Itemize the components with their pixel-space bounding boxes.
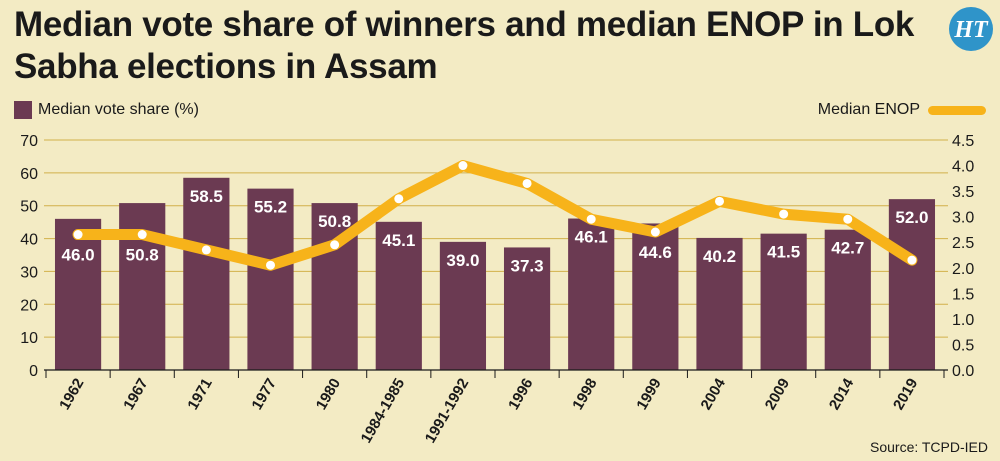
bar	[696, 237, 743, 370]
y-tick-right-label: 3.0	[952, 210, 974, 227]
x-category-label: 2009	[762, 376, 793, 413]
bar-value-label: 58.5	[190, 187, 223, 206]
legend-line-swatch	[928, 105, 986, 115]
bar-value-label: 50.8	[318, 212, 351, 231]
bar-value-label: 39.0	[446, 251, 479, 270]
bar	[183, 177, 230, 370]
enop-marker	[201, 245, 211, 255]
bar-value-label: 45.1	[382, 231, 415, 250]
legend-vote-share: Median vote share (%)	[14, 101, 199, 119]
bar	[760, 233, 807, 370]
bar-value-label: 46.1	[575, 228, 608, 247]
y-tick-left-label: 10	[20, 330, 38, 347]
legend-vote-share-label: Median vote share (%)	[38, 101, 199, 118]
y-tick-left-label: 50	[20, 199, 38, 216]
bar	[632, 223, 679, 370]
y-tick-right-label: 2.0	[952, 261, 974, 278]
bar	[503, 247, 551, 370]
x-category-label: 1984-1985	[358, 376, 409, 447]
x-category-label: 1998	[569, 376, 600, 413]
source-note: Source: TCPD-IED	[870, 439, 988, 455]
enop-marker	[522, 178, 532, 188]
x-category-label: 1999	[633, 376, 664, 413]
bar-value-label: 40.2	[703, 247, 736, 266]
y-tick-left-label: 40	[20, 232, 38, 249]
enop-marker	[586, 214, 596, 224]
bar	[54, 218, 102, 370]
x-category-label: 1977	[249, 376, 280, 413]
bar-value-label: 50.8	[126, 246, 159, 265]
ht-logo: HT	[949, 7, 993, 51]
y-tick-right-label: 3.5	[952, 184, 974, 201]
enop-marker	[907, 255, 917, 265]
bar-value-label: 46.0	[62, 246, 95, 265]
bar-value-label: 42.7	[831, 239, 864, 258]
y-tick-right-label: 4.5	[952, 133, 974, 150]
x-category-label: 2004	[698, 375, 730, 413]
y-tick-right-label: 0.0	[952, 363, 974, 380]
bar-value-label: 41.5	[767, 243, 800, 262]
x-category-label: 1980	[313, 376, 344, 413]
y-tick-left-label: 0	[29, 363, 38, 380]
enop-marker	[715, 196, 724, 206]
x-category-label: 1991-1992	[422, 376, 473, 447]
enop-marker	[330, 240, 340, 250]
enop-marker	[843, 214, 853, 224]
enop-marker	[394, 194, 404, 204]
enop-line	[72, 160, 918, 271]
logo-text: HT	[953, 17, 989, 43]
enop-marker	[650, 227, 660, 237]
x-category-label: 1962	[56, 376, 87, 413]
y-tick-left-label: 30	[20, 264, 38, 281]
x-category-label: 1967	[120, 376, 151, 413]
legend-enop: Median ENOP	[818, 101, 986, 119]
bar	[119, 203, 166, 370]
bar-value-label: 44.6	[639, 243, 672, 262]
x-category-label: 1996	[505, 376, 536, 413]
y-tick-left-label: 60	[20, 166, 38, 183]
legend-enop-label: Median ENOP	[817, 101, 920, 118]
y-tick-left-label: 20	[20, 297, 38, 314]
legend-bar-swatch	[14, 101, 32, 119]
y-tick-right-label: 4.0	[952, 159, 974, 176]
bar-value-label: 55.2	[254, 198, 287, 217]
chart-title: Median vote share of winners and median …	[14, 5, 915, 86]
y-tick-right-label: 1.0	[952, 312, 974, 329]
bar-value-label: 52.0	[895, 208, 928, 227]
bar	[375, 221, 422, 370]
enop-marker	[137, 230, 147, 240]
enop-marker	[458, 161, 468, 171]
y-tick-right-label: 1.5	[952, 286, 974, 303]
bar	[568, 218, 615, 370]
bar-value-label: 37.3	[511, 256, 544, 275]
x-category-label: 1971	[184, 376, 215, 413]
x-category-label: 2014	[826, 375, 858, 413]
bar	[439, 241, 487, 370]
y-tick-right-label: 0.5	[952, 337, 974, 354]
enop-marker	[266, 260, 275, 270]
enop-marker	[73, 230, 83, 240]
bar	[824, 229, 871, 370]
x-category-label: 2019	[890, 376, 921, 413]
bar	[247, 188, 294, 370]
enop-marker	[779, 209, 789, 219]
y-tick-right-label: 2.5	[952, 235, 974, 252]
y-tick-left-label: 70	[20, 133, 38, 150]
bar	[888, 199, 936, 370]
